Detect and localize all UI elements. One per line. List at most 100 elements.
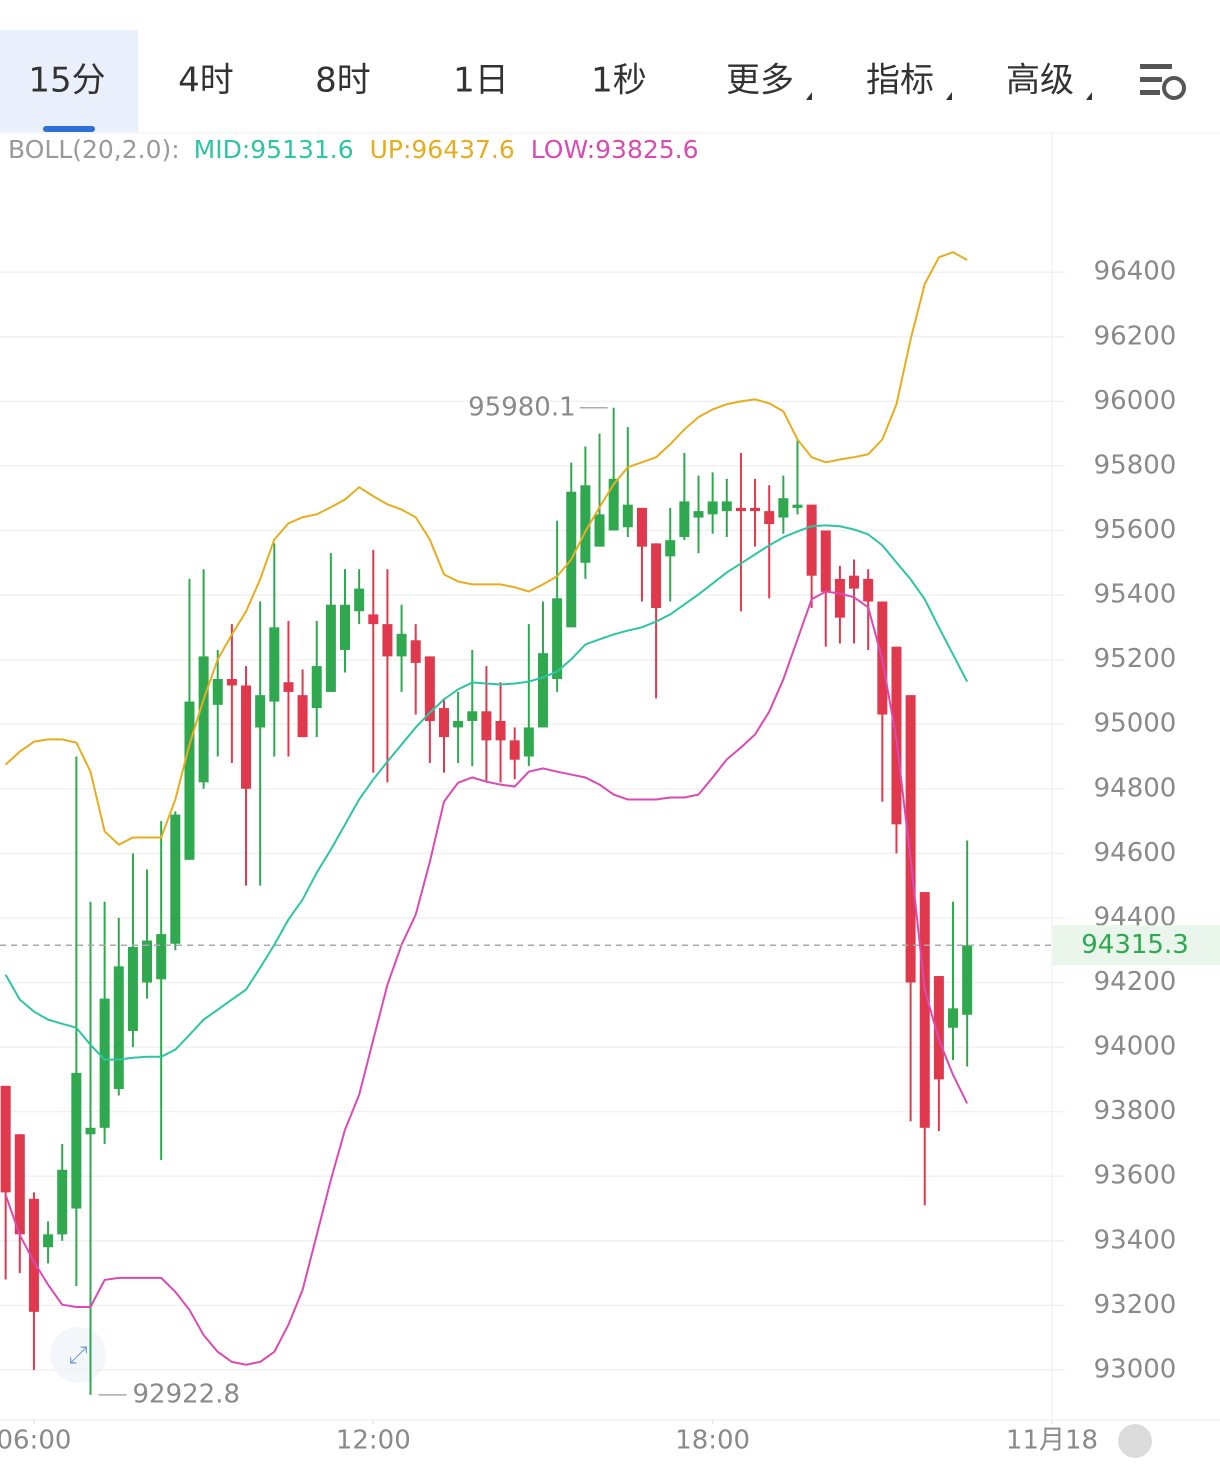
zoom-icon[interactable]: ⤢ <box>68 1341 87 1369</box>
candle-body <box>948 1008 959 1028</box>
candle-body <box>608 478 619 531</box>
high-label: 95980.1 <box>468 392 576 422</box>
candle-body <box>863 578 874 602</box>
y-tick-label: 95200 <box>1094 644 1177 674</box>
candle-body <box>142 940 153 983</box>
candle-body <box>127 946 138 1031</box>
candle-body <box>410 640 421 663</box>
candle-body <box>14 1134 25 1235</box>
candle-body <box>43 1234 54 1248</box>
candle-body <box>255 695 266 728</box>
zoom-button[interactable] <box>50 1327 106 1383</box>
candle-body <box>85 1127 96 1135</box>
tab[interactable]: 15分 <box>28 61 105 101</box>
indicator-legend: BOLL(20,2.0): MID:95131.6 UP:96437.6 LOW… <box>8 135 699 164</box>
candle-body <box>382 624 393 657</box>
candle-body <box>269 627 280 702</box>
y-tick-label: 93600 <box>1094 1161 1177 1191</box>
candle-body <box>184 701 195 860</box>
y-tick-label: 93800 <box>1094 1096 1177 1126</box>
tab[interactable]: 1日 <box>453 61 509 101</box>
tab[interactable]: 1秒 <box>591 61 647 101</box>
y-tick-label: 95000 <box>1094 709 1177 739</box>
x-tick-label: 11月18 <box>1006 1426 1098 1456</box>
selected-tab-indicator <box>43 126 95 132</box>
tab[interactable]: 4时 <box>178 61 234 101</box>
candle-body <box>778 498 789 518</box>
last-price-label: 94315.3 <box>1081 930 1189 960</box>
y-tick-label: 94200 <box>1094 967 1177 997</box>
y-tick-label: 95600 <box>1094 515 1177 545</box>
y-tick-label: 94800 <box>1094 773 1177 803</box>
legend-entry: MID:95131.6 <box>194 135 354 164</box>
legend-entry: UP:96437.6 <box>370 135 515 164</box>
candle-body <box>325 604 336 692</box>
candle-body <box>467 711 478 721</box>
candle-body <box>919 892 930 1128</box>
settings-icon[interactable] <box>1140 64 1186 100</box>
candle-body <box>170 814 181 944</box>
boll-line <box>4 524 969 1061</box>
candle-body <box>311 666 322 709</box>
candle-body <box>481 711 492 741</box>
candle-body <box>495 720 506 741</box>
candle-body <box>933 976 944 1080</box>
candle-body <box>693 511 704 518</box>
dropdown-arrow <box>806 92 812 100</box>
y-tick-label: 96400 <box>1094 257 1177 287</box>
y-tick-label: 93000 <box>1094 1354 1177 1384</box>
tab[interactable]: 8时 <box>315 61 371 101</box>
candle-body <box>849 575 860 589</box>
candle-body <box>297 695 308 738</box>
candle-body <box>580 485 591 563</box>
candle-body <box>622 504 633 528</box>
candle-body <box>962 945 973 1015</box>
candle-body <box>99 998 110 1128</box>
candle-body <box>552 598 563 680</box>
boll-line <box>4 251 968 846</box>
candle-body <box>834 578 845 618</box>
boll-line <box>4 590 969 1366</box>
y-tick-label: 93200 <box>1094 1290 1177 1320</box>
candle-body <box>396 633 407 657</box>
tab[interactable]: 更多 <box>726 61 794 101</box>
x-tick-label: 12:00 <box>336 1426 411 1456</box>
y-tick-label: 94600 <box>1094 838 1177 868</box>
candle-body <box>438 708 449 738</box>
candle-body <box>707 501 718 515</box>
last-price-bg <box>1053 925 1220 966</box>
candle-body <box>792 504 803 508</box>
candle-body <box>665 540 676 557</box>
candle-body <box>198 656 209 783</box>
low-label: 92922.8 <box>132 1379 240 1409</box>
candle-body <box>750 507 761 512</box>
candle-body <box>594 514 605 547</box>
candle-body <box>806 504 817 576</box>
y-tick-label: 96000 <box>1094 386 1177 416</box>
candle-body <box>636 507 647 547</box>
candle-body <box>113 966 124 1090</box>
tab[interactable]: 指标 <box>866 61 934 101</box>
candle-body <box>651 543 662 608</box>
candle-body <box>226 679 237 686</box>
kline-button[interactable] <box>1118 1424 1152 1458</box>
candle-body <box>453 720 464 728</box>
candle-body <box>212 679 223 705</box>
indicator-name: BOLL(20,2.0): <box>8 135 180 164</box>
dropdown-arrow <box>1086 92 1092 100</box>
x-tick-label: 06:00 <box>0 1426 71 1456</box>
candle-body <box>424 656 435 721</box>
selected-tab-bg <box>0 30 138 132</box>
y-tick-label: 96200 <box>1094 321 1177 351</box>
candle-body <box>764 511 775 525</box>
candle-body <box>537 653 548 728</box>
candle-body <box>509 740 520 760</box>
x-tick-label: 18:00 <box>675 1426 750 1456</box>
tab[interactable]: 高级 <box>1006 61 1074 101</box>
candle-body <box>57 1169 68 1235</box>
candle-body <box>0 1085 11 1193</box>
candle-body <box>283 682 294 692</box>
legend-entry: LOW:93825.6 <box>531 135 699 164</box>
